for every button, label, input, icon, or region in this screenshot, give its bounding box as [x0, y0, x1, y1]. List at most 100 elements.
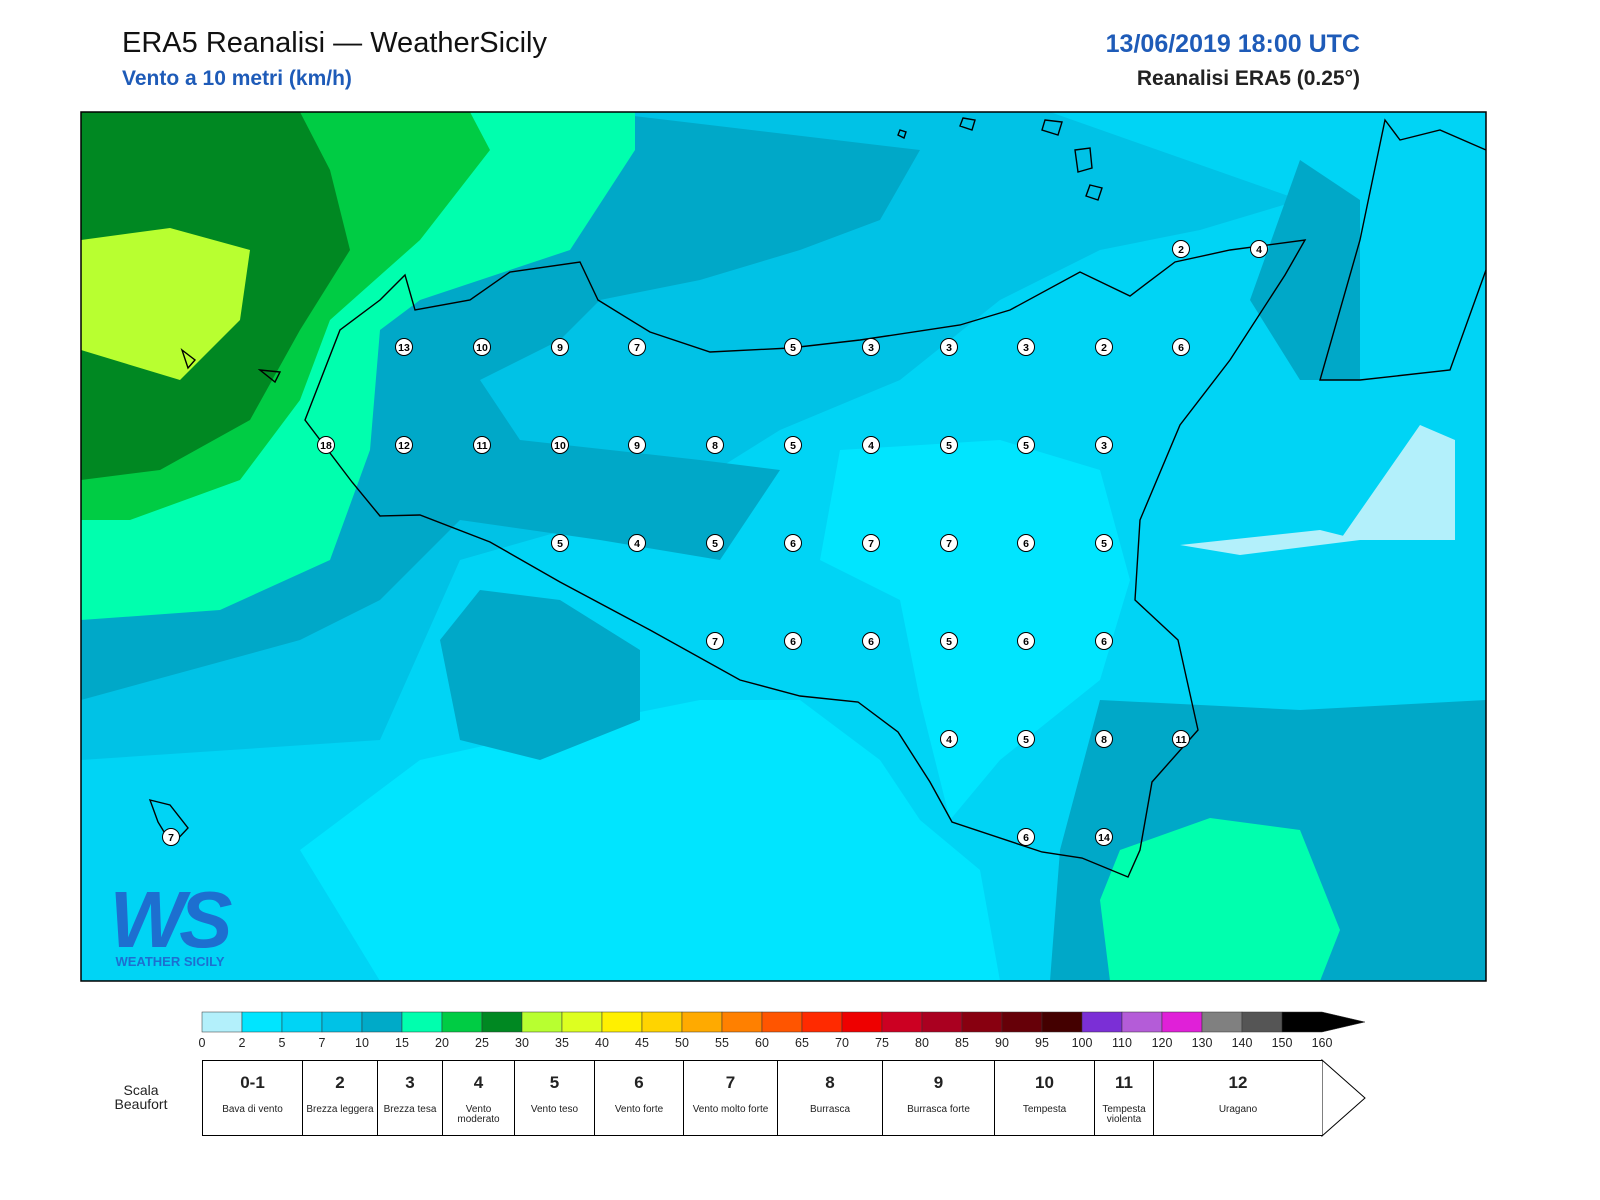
station-marker: [784, 534, 802, 552]
station-value: 4: [946, 734, 952, 746]
colorbar-tick-label: 90: [995, 1036, 1009, 1050]
beaufort-arrow: [1321, 1058, 1366, 1138]
station-value: 6: [1023, 538, 1029, 550]
beaufort-force: 12: [1228, 1073, 1248, 1092]
colorbar-tick-label: 45: [635, 1036, 649, 1050]
map-frame: [80, 111, 1487, 982]
station-value: 5: [946, 440, 952, 452]
beaufort-cell: 11 Tempesta violenta: [1094, 1060, 1153, 1136]
colorbar-tick-label: 130: [1192, 1036, 1213, 1050]
station-marker: [862, 632, 880, 650]
station-value: 5: [1023, 440, 1029, 452]
colorbar-tick-label: 70: [835, 1036, 849, 1050]
beaufort-cell: 0-1 Bava di vento: [202, 1060, 302, 1136]
station-value: 4: [1256, 244, 1262, 256]
station-marker: [1095, 436, 1113, 454]
station-value: 6: [790, 636, 796, 648]
station-marker: [1172, 240, 1190, 258]
color-step: [1041, 1011, 1083, 1033]
logo-name: WEATHER SICILY: [115, 954, 224, 969]
station-marker: [1017, 632, 1035, 650]
station-marker: [1095, 828, 1113, 846]
color-step: [201, 1011, 243, 1033]
station-value: 11: [476, 440, 487, 452]
beaufort-force: 9: [933, 1073, 944, 1092]
station-marker: [862, 338, 880, 356]
color-step: [281, 1011, 323, 1033]
color-step: [841, 1011, 883, 1033]
station-marker: [940, 632, 958, 650]
beaufort-desc: Tempesta: [1022, 1104, 1067, 1115]
color-step: [721, 1011, 763, 1033]
color-step: [441, 1011, 483, 1033]
sicily: [304, 239, 1307, 878]
field-dark: [440, 590, 640, 760]
beaufort-cell: 5 Vento teso: [514, 1060, 594, 1136]
station-marker: [1017, 436, 1035, 454]
color-step: [961, 1011, 1003, 1033]
station-marker: [1172, 338, 1190, 356]
beaufort-desc: Burrasca forte: [907, 1104, 970, 1115]
station-value: 9: [634, 440, 640, 452]
station-marker: [706, 632, 724, 650]
colorbar-tick-label: 85: [955, 1036, 969, 1050]
beaufort-cell: 4 Vento moderato: [442, 1060, 514, 1136]
field-calm: [1180, 425, 1455, 555]
color-step: [601, 1011, 643, 1033]
beaufort-desc: Vento molto forte: [692, 1104, 769, 1115]
station-value: 9: [557, 342, 563, 354]
wind-field: [81, 112, 1486, 981]
colorbar-tick-label: 110: [1112, 1036, 1132, 1050]
colorbar-tick-label: 40: [595, 1036, 609, 1050]
station-marker: [940, 534, 958, 552]
beaufort-force: 2: [335, 1073, 345, 1092]
station-value: 4: [634, 538, 640, 550]
station-value: 6: [1023, 832, 1029, 844]
color-step: [1201, 1011, 1243, 1033]
color-step: [521, 1011, 563, 1033]
beaufort-force: 4: [473, 1073, 484, 1092]
station-marker: [1172, 730, 1190, 748]
field-dark: [1250, 160, 1360, 380]
colorbar-tick-label: 75: [875, 1036, 889, 1050]
calabria: [1319, 118, 1487, 381]
colorbar-tick-label: 0: [199, 1036, 206, 1050]
beaufort-force: 8: [825, 1073, 835, 1092]
station-value: 2: [1101, 342, 1107, 354]
beaufort-cell: 8 Burrasca: [777, 1060, 882, 1136]
beaufort-desc: Uragano: [1218, 1104, 1258, 1115]
station-value: 5: [1023, 734, 1029, 746]
color-step: [1241, 1011, 1283, 1033]
color-step: [481, 1011, 523, 1033]
station-value: 7: [712, 636, 718, 648]
color-step: [1161, 1011, 1203, 1033]
islands: [180, 117, 1103, 384]
colorbar: 0 2 5 7 10 15 20 25 30 35 40 45 50 55 60 65 70 75 80 85 90 95…: [199, 1011, 1366, 1050]
color-step: [881, 1011, 923, 1033]
color-step: [401, 1011, 443, 1033]
beaufort-desc: Tempesta violenta: [1102, 1104, 1146, 1125]
colorbar-tick-label: 35: [555, 1036, 569, 1050]
model: Reanalisi ERA5 (0.25°): [1137, 67, 1360, 90]
station-marker: [862, 436, 880, 454]
station-marker: [551, 534, 569, 552]
beaufort-desc: Burrasca: [809, 1104, 850, 1115]
coastlines: [148, 117, 1487, 878]
station-value: 6: [868, 636, 874, 648]
station-marker: [1095, 730, 1113, 748]
color-step: [241, 1011, 283, 1033]
color-step: [361, 1011, 403, 1033]
station-value: 12: [398, 440, 410, 452]
beaufort-cell: 12 Uragano: [1153, 1060, 1322, 1136]
colorbar-tick-label: 20: [435, 1036, 449, 1050]
station-marker: [1095, 534, 1113, 552]
station-value: 3: [946, 342, 952, 354]
station-marker: [1017, 828, 1035, 846]
station-marker: [628, 436, 646, 454]
beaufort-cell: 3 Brezza tesa: [377, 1060, 442, 1136]
field-green-light: [1100, 818, 1340, 981]
station-value: 3: [1023, 342, 1029, 354]
station-value: 10: [554, 440, 566, 452]
beaufort-cell: 6 Vento forte: [594, 1060, 683, 1136]
